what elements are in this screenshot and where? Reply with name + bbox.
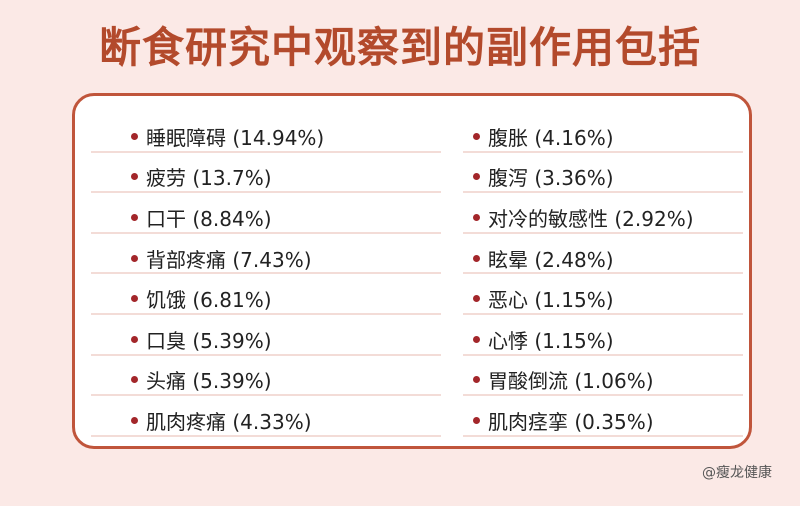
list-item: 腹胀 (4.16%) (463, 116, 743, 157)
watermark: @瘦龙健康 (702, 465, 772, 481)
bullet-icon (131, 416, 138, 424)
page-title: 断食研究中观察到的副作用包括 (98, 23, 701, 72)
right-column: 腹胀 (4.16%) 腹泻 (3.36%) 对冷的敏感性 (2.92%) 眩晕 … (463, 116, 743, 441)
side-effects-card: 睡眠障碍 (14.94%) 疲劳 (13.7%) 口干 (8.84%) 背部疼痛… (72, 93, 752, 449)
bullet-icon (473, 254, 480, 262)
bullet-icon (131, 254, 138, 262)
list-item-label: 口臭 (5.39%) (146, 328, 272, 353)
bullet-icon (131, 213, 138, 221)
list-item: 肌肉痉挛 (0.35%) (463, 400, 743, 441)
left-column: 睡眠障碍 (14.94%) 疲劳 (13.7%) 口干 (8.84%) 背部疼痛… (91, 116, 441, 441)
list-item: 饥饿 (6.81%) (91, 278, 441, 319)
list-item: 口臭 (5.39%) (91, 319, 441, 360)
list-item-label: 睡眠障碍 (14.94%) (146, 125, 325, 150)
bullet-icon (131, 335, 138, 343)
list-item: 口干 (8.84%) (91, 197, 441, 238)
list-item-label: 腹胀 (4.16%) (488, 125, 614, 150)
list-item-label: 恶心 (1.15%) (488, 288, 614, 313)
list-item: 头痛 (5.39%) (91, 360, 441, 401)
list-item-label: 背部疼痛 (7.43%) (146, 247, 312, 272)
bullet-icon (473, 416, 480, 424)
bullet-icon (473, 376, 480, 384)
list-item-label: 饥饿 (6.81%) (146, 288, 272, 313)
list-item: 恶心 (1.15%) (463, 278, 743, 319)
list-item-label: 胃酸倒流 (1.06%) (488, 369, 654, 394)
list-item-label: 对冷的敏感性 (2.92%) (488, 206, 694, 231)
list-item-label: 腹泻 (3.36%) (488, 166, 614, 191)
list-item: 睡眠障碍 (14.94%) (91, 116, 441, 157)
bullet-icon (131, 295, 138, 303)
bullet-icon (473, 335, 480, 343)
list-item: 背部疼痛 (7.43%) (91, 238, 441, 279)
bullet-icon (131, 132, 138, 140)
list-item: 对冷的敏感性 (2.92%) (463, 197, 743, 238)
list-item: 眩晕 (2.48%) (463, 238, 743, 279)
list-item: 胃酸倒流 (1.06%) (463, 360, 743, 401)
bullet-icon (473, 213, 480, 221)
list-item: 疲劳 (13.7%) (91, 157, 441, 198)
list-item-label: 头痛 (5.39%) (146, 369, 272, 394)
bullet-icon (131, 376, 138, 384)
list-item-label: 心悸 (1.15%) (488, 328, 614, 353)
list-item: 心悸 (1.15%) (463, 319, 743, 360)
bullet-icon (131, 173, 138, 181)
list-item-label: 肌肉疼痛 (4.33%) (146, 409, 312, 434)
list-item-label: 肌肉痉挛 (0.35%) (488, 409, 654, 434)
bullet-icon (473, 295, 480, 303)
list-item: 肌肉疼痛 (4.33%) (91, 400, 441, 441)
list-item-label: 疲劳 (13.7%) (146, 166, 272, 191)
list-item: 腹泻 (3.36%) (463, 157, 743, 198)
list-item-label: 眩晕 (2.48%) (488, 247, 614, 272)
bullet-icon (473, 132, 480, 140)
bullet-icon (473, 173, 480, 181)
list-item-label: 口干 (8.84%) (146, 206, 272, 231)
